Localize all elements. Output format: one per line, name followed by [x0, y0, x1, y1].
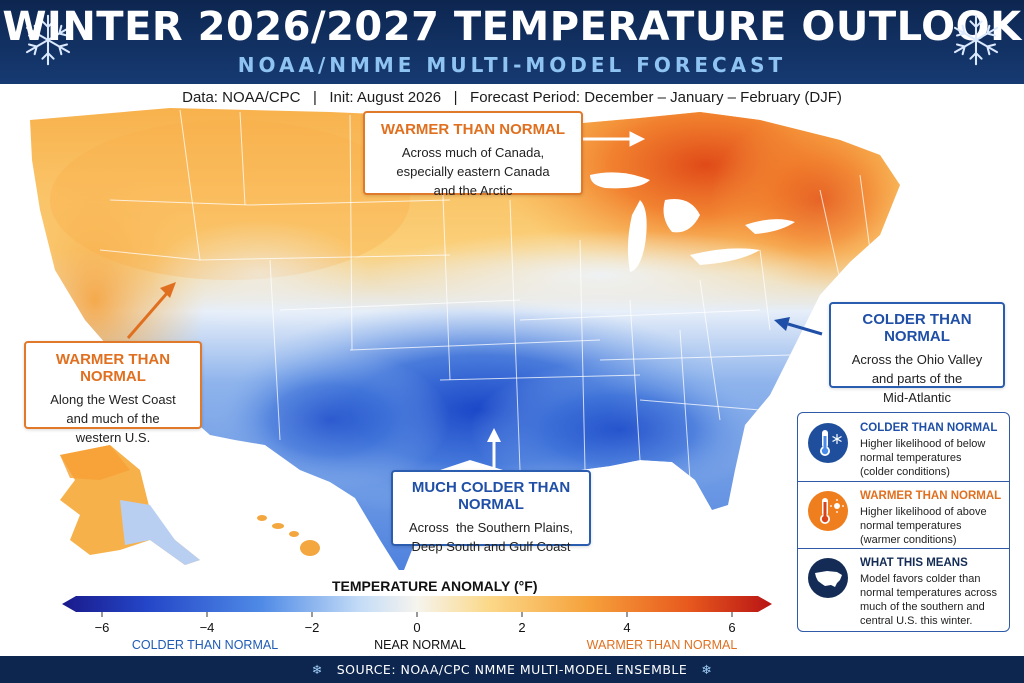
- callout-line: and much of the: [66, 411, 160, 426]
- footer-bar: ❄ SOURCE: NOAA/CPC NMME MULTI-MODEL ENSEM…: [0, 656, 1024, 683]
- legend-line: Model favors colder than: [860, 573, 981, 585]
- colorbar-caption-near: NEAR NORMAL: [374, 638, 466, 652]
- callout-line: Across the Southern Plains,: [408, 520, 574, 535]
- callout-line: Deep South and Gulf Coast: [411, 539, 571, 554]
- warm-thermometer-icon: [808, 491, 848, 531]
- legend-divider: [798, 481, 1009, 482]
- colorbar-tick-label: −2: [304, 620, 320, 635]
- arrow-to-canada: [580, 131, 646, 147]
- callout-heading: MUCH COLDER THAN NORMAL: [411, 479, 571, 513]
- page-subtitle: NOAA/NMME MULTI-MODEL FORECAST: [237, 53, 787, 77]
- callout-line: western U.S.: [75, 430, 151, 445]
- legend-line: normal temperatures: [860, 520, 962, 532]
- colorbar-tick-label: −4: [199, 620, 215, 635]
- snowflake-icon: ❄: [311, 662, 323, 677]
- legend-line: normal temperatures across: [860, 587, 997, 599]
- colorbar-tick-label: 0: [413, 620, 421, 635]
- callout-line: and the Arctic: [433, 183, 513, 198]
- legend-heading: WARMER THAN NORMAL: [860, 490, 1002, 502]
- callout-line: Across much of Canada,: [401, 145, 545, 160]
- us-map-icon: [808, 558, 848, 598]
- snowflake-icon: [953, 14, 999, 66]
- legend-line: central U.S. this winter.: [860, 615, 973, 627]
- arrow-to-ohio: [774, 317, 823, 336]
- arrow-to-south: [487, 428, 501, 468]
- callout-colder-ohio-valley: COLDER THAN NORMAL Across the Ohio Valle…: [829, 302, 1005, 405]
- callout-line: Across the Ohio Valley: [851, 352, 983, 367]
- legend-line: (colder conditions): [860, 466, 950, 478]
- snowflake-icon: ❄: [701, 662, 713, 677]
- legend-heading: WHAT THIS MEANS: [860, 557, 968, 569]
- colorbar-tick-label: 4: [623, 620, 631, 635]
- page-title: WINTER 2026/2027 TEMPERATURE OUTLOOK: [2, 4, 1022, 50]
- legend-body: Higher likelihood of below normal temper…: [860, 437, 1005, 479]
- colorbar-tick-label: 2: [518, 620, 526, 635]
- legend-heading: COLDER THAN NORMAL: [860, 422, 998, 434]
- legend-body: Model favors colder than normal temperat…: [860, 572, 1005, 628]
- alaska-inset: [60, 445, 200, 565]
- legend-divider: [798, 548, 1009, 549]
- callout-line: Along the West Coast: [50, 392, 176, 407]
- arrow-to-west: [126, 282, 176, 339]
- colorbar-title: TEMPERATURE ANOMALY (°F): [332, 578, 538, 594]
- callout-heading: WARMER THAN NORMAL: [55, 351, 171, 385]
- legend-line: normal temperatures: [860, 452, 962, 464]
- hawaii-inset: [257, 515, 320, 556]
- callout-line: especially eastern Canada: [396, 164, 550, 179]
- anomaly-map: [30, 108, 900, 570]
- header-banner: WINTER 2026/2027 TEMPERATURE OUTLOOK NOA…: [0, 0, 1024, 84]
- callout-heading: COLDER THAN NORMAL: [862, 311, 972, 345]
- legend-body: Higher likelihood of above normal temper…: [860, 505, 1005, 547]
- colorbar-tick-label: −6: [94, 620, 110, 635]
- snowflake-icon: [25, 14, 71, 66]
- footer-source: SOURCE: NOAA/CPC NMME MULTI-MODEL ENSEMB…: [336, 662, 688, 677]
- colorbar-tick-label: 6: [728, 620, 736, 635]
- callout-warmer-west: WARMER THAN NORMAL Along the West Coast …: [24, 341, 202, 445]
- great-lakes: [590, 172, 795, 272]
- callout-warmer-canada: WARMER THAN NORMAL Across much of Canada…: [363, 111, 583, 198]
- colorbar-caption-warm: WARMER THAN NORMAL: [586, 638, 738, 652]
- cold-thermometer-icon: [808, 423, 848, 463]
- colorbar-caption-cold: COLDER THAN NORMAL: [131, 638, 279, 652]
- colorbar: [62, 596, 772, 617]
- legend-line: (warmer conditions): [860, 534, 957, 546]
- legend-line: Higher likelihood of above: [860, 506, 987, 518]
- callout-much-colder-south: MUCH COLDER THAN NORMAL Across the South…: [391, 470, 591, 554]
- callout-line: and parts of the: [871, 371, 963, 386]
- callout-line: Mid-Atlantic: [883, 390, 951, 405]
- legend-line: much of the southern and: [860, 601, 985, 613]
- callout-heading: WARMER THAN NORMAL: [380, 121, 566, 138]
- legend-line: Higher likelihood of below: [860, 438, 986, 450]
- data-source-line: Data: NOAA/CPC | Init: August 2026 | For…: [182, 89, 842, 106]
- legend-panel: COLDER THAN NORMAL Higher likelihood of …: [797, 412, 1010, 632]
